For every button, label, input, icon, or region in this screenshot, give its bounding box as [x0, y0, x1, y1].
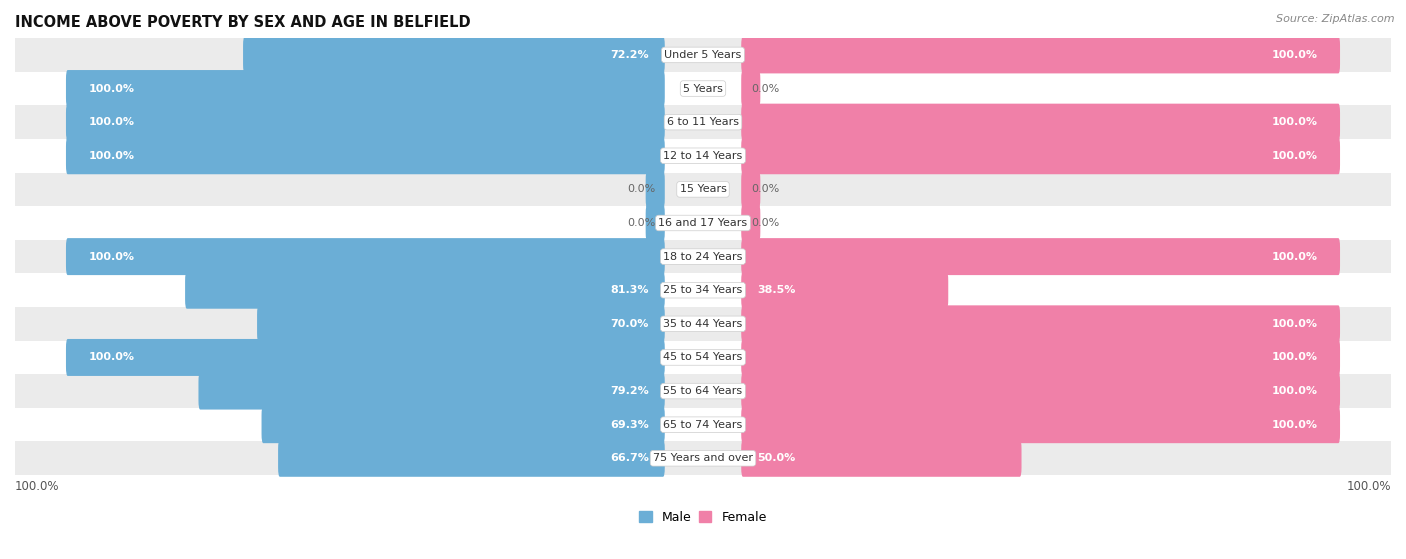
Text: 35 to 44 Years: 35 to 44 Years [664, 319, 742, 329]
FancyBboxPatch shape [741, 103, 1340, 141]
Text: 66.7%: 66.7% [610, 453, 648, 463]
Bar [3, 105, 1403, 139]
FancyBboxPatch shape [66, 238, 665, 275]
FancyBboxPatch shape [243, 36, 665, 73]
FancyBboxPatch shape [741, 205, 761, 241]
FancyBboxPatch shape [741, 440, 1022, 477]
Bar [3, 340, 1403, 375]
FancyBboxPatch shape [66, 70, 665, 107]
FancyBboxPatch shape [278, 440, 665, 477]
Text: 0.0%: 0.0% [751, 184, 779, 195]
Text: 100.0%: 100.0% [15, 480, 59, 493]
FancyBboxPatch shape [198, 373, 665, 410]
FancyBboxPatch shape [741, 36, 1340, 73]
FancyBboxPatch shape [741, 70, 761, 107]
Bar [3, 442, 1403, 475]
FancyBboxPatch shape [741, 373, 1340, 410]
Text: 25 to 34 Years: 25 to 34 Years [664, 285, 742, 295]
FancyBboxPatch shape [741, 305, 1340, 342]
FancyBboxPatch shape [66, 339, 665, 376]
Bar [3, 240, 1403, 273]
Bar [3, 375, 1403, 408]
Text: 12 to 14 Years: 12 to 14 Years [664, 151, 742, 161]
Text: 18 to 24 Years: 18 to 24 Years [664, 252, 742, 262]
Text: 72.2%: 72.2% [610, 50, 648, 60]
Text: 0.0%: 0.0% [627, 184, 655, 195]
Text: 0.0%: 0.0% [627, 218, 655, 228]
Text: Source: ZipAtlas.com: Source: ZipAtlas.com [1277, 14, 1395, 24]
Bar [3, 307, 1403, 340]
FancyBboxPatch shape [741, 138, 1340, 174]
FancyBboxPatch shape [66, 138, 665, 174]
Text: 100.0%: 100.0% [89, 353, 134, 362]
FancyBboxPatch shape [741, 272, 948, 309]
FancyBboxPatch shape [741, 171, 761, 208]
FancyBboxPatch shape [257, 305, 665, 342]
FancyBboxPatch shape [741, 406, 1340, 443]
Text: Under 5 Years: Under 5 Years [665, 50, 741, 60]
Text: 100.0%: 100.0% [1272, 319, 1317, 329]
Legend: Male, Female: Male, Female [634, 506, 772, 529]
Bar [3, 139, 1403, 173]
Text: 100.0%: 100.0% [1272, 117, 1317, 127]
Bar [3, 72, 1403, 105]
Text: 100.0%: 100.0% [1347, 480, 1391, 493]
Text: 45 to 54 Years: 45 to 54 Years [664, 353, 742, 362]
Text: 100.0%: 100.0% [89, 117, 134, 127]
Text: 38.5%: 38.5% [758, 285, 796, 295]
Text: 100.0%: 100.0% [89, 83, 134, 93]
Text: 100.0%: 100.0% [1272, 50, 1317, 60]
Text: 65 to 74 Years: 65 to 74 Years [664, 420, 742, 430]
Text: 100.0%: 100.0% [1272, 151, 1317, 161]
FancyBboxPatch shape [741, 238, 1340, 275]
Bar [3, 273, 1403, 307]
Text: 79.2%: 79.2% [610, 386, 648, 396]
Bar [3, 206, 1403, 240]
Text: 5 Years: 5 Years [683, 83, 723, 93]
FancyBboxPatch shape [186, 272, 665, 309]
FancyBboxPatch shape [66, 103, 665, 141]
Text: 6 to 11 Years: 6 to 11 Years [666, 117, 740, 127]
Text: 100.0%: 100.0% [1272, 252, 1317, 262]
Bar [3, 408, 1403, 442]
Text: 75 Years and over: 75 Years and over [652, 453, 754, 463]
Text: 100.0%: 100.0% [89, 151, 134, 161]
Text: 81.3%: 81.3% [610, 285, 648, 295]
Text: 15 Years: 15 Years [679, 184, 727, 195]
Bar [3, 38, 1403, 72]
FancyBboxPatch shape [645, 171, 665, 208]
Text: 0.0%: 0.0% [751, 218, 779, 228]
Text: 70.0%: 70.0% [610, 319, 648, 329]
Text: 100.0%: 100.0% [89, 252, 134, 262]
FancyBboxPatch shape [262, 406, 665, 443]
Text: 100.0%: 100.0% [1272, 386, 1317, 396]
FancyBboxPatch shape [741, 339, 1340, 376]
Text: 16 and 17 Years: 16 and 17 Years [658, 218, 748, 228]
Text: INCOME ABOVE POVERTY BY SEX AND AGE IN BELFIELD: INCOME ABOVE POVERTY BY SEX AND AGE IN B… [15, 15, 471, 30]
Text: 50.0%: 50.0% [758, 453, 796, 463]
Text: 55 to 64 Years: 55 to 64 Years [664, 386, 742, 396]
FancyBboxPatch shape [645, 205, 665, 241]
Bar [3, 173, 1403, 206]
Text: 100.0%: 100.0% [1272, 353, 1317, 362]
Text: 69.3%: 69.3% [610, 420, 648, 430]
Text: 0.0%: 0.0% [751, 83, 779, 93]
Text: 100.0%: 100.0% [1272, 420, 1317, 430]
